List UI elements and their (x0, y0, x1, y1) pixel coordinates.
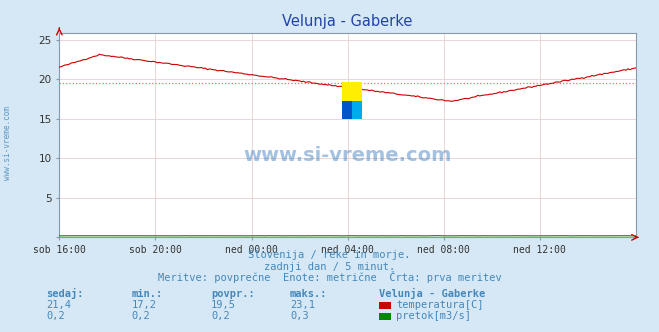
Text: pretok[m3/s]: pretok[m3/s] (396, 311, 471, 321)
Text: www.si-vreme.com: www.si-vreme.com (243, 146, 452, 165)
Title: Velunja - Gaberke: Velunja - Gaberke (283, 14, 413, 29)
Text: 0,2: 0,2 (46, 311, 65, 321)
Text: zadnji dan / 5 minut.: zadnji dan / 5 minut. (264, 262, 395, 272)
Text: 0,3: 0,3 (290, 311, 308, 321)
Text: www.si-vreme.com: www.si-vreme.com (3, 106, 13, 180)
Text: Velunja - Gaberke: Velunja - Gaberke (379, 288, 485, 299)
Text: 17,2: 17,2 (132, 300, 157, 310)
Text: 0,2: 0,2 (211, 311, 229, 321)
Text: maks.:: maks.: (290, 289, 328, 299)
Text: 21,4: 21,4 (46, 300, 71, 310)
Text: temperatura[C]: temperatura[C] (396, 300, 484, 310)
Bar (352, 101, 362, 119)
Bar (342, 82, 362, 101)
Text: min.:: min.: (132, 289, 163, 299)
Text: 23,1: 23,1 (290, 300, 315, 310)
Text: Slovenija / reke in morje.: Slovenija / reke in morje. (248, 250, 411, 260)
Text: povpr.:: povpr.: (211, 289, 254, 299)
Text: Meritve: povprečne  Enote: metrične  Črta: prva meritev: Meritve: povprečne Enote: metrične Črta:… (158, 271, 501, 283)
Bar (342, 101, 352, 119)
Text: sedaj:: sedaj: (46, 288, 84, 299)
Text: 0,2: 0,2 (132, 311, 150, 321)
Text: 19,5: 19,5 (211, 300, 236, 310)
